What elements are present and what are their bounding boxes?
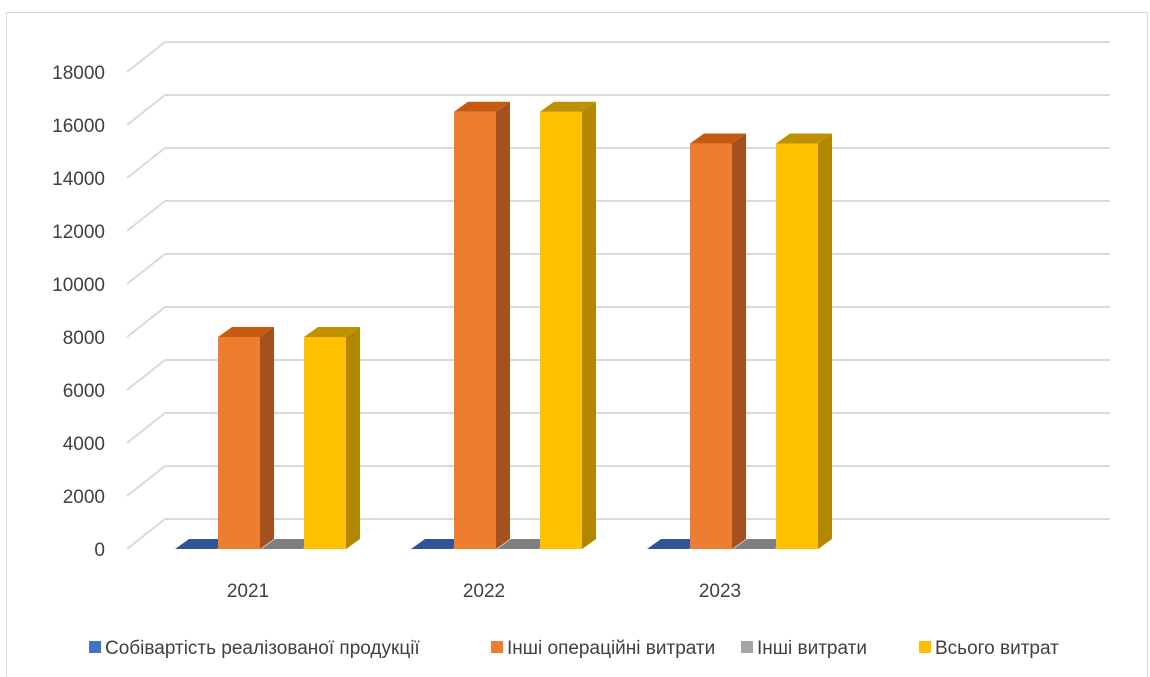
- bar: [776, 133, 832, 550]
- bar: [454, 101, 510, 549]
- y-tick-label: 0: [94, 540, 105, 561]
- bar-front: [776, 143, 818, 550]
- bar-front: [690, 143, 732, 550]
- gridline-side: [126, 306, 166, 338]
- bar: [261, 539, 317, 549]
- gridline-side: [126, 518, 166, 550]
- y-tick-label: 4000: [63, 434, 105, 455]
- legend-swatch: [89, 641, 101, 653]
- bar-top: [733, 539, 789, 549]
- bar-top: [218, 327, 274, 337]
- legend-item: Собівартість реалізованої продукції: [89, 638, 420, 659]
- bar-front: [540, 111, 582, 549]
- y-tick-label: 6000: [63, 381, 105, 402]
- legend-item: Інші витрати: [741, 638, 867, 659]
- bar-top: [540, 101, 596, 112]
- gridline-side: [126, 41, 166, 73]
- legend-swatch: [491, 641, 503, 653]
- bar-side: [818, 133, 832, 550]
- bar-side: [732, 133, 746, 550]
- legend: Собівартість реалізованої продукції Інші …: [89, 638, 1059, 659]
- gridline-side: [126, 200, 166, 232]
- y-axis-ticks: 0 2000 4000 6000 8000 10000 12000 14000 16000 180…: [52, 63, 105, 561]
- bar: [647, 539, 703, 549]
- bar-top: [175, 539, 231, 549]
- bar-front: [454, 111, 496, 549]
- x-tick-label: 2023: [699, 581, 741, 602]
- y-tick-label: 16000: [52, 116, 105, 137]
- gridline-side: [126, 253, 166, 285]
- bar-side: [496, 101, 510, 549]
- bar-top: [411, 539, 467, 549]
- bar: [304, 327, 360, 549]
- legend-label: Інші операційні витрати: [507, 638, 715, 659]
- bar-front: [218, 337, 260, 549]
- legend-label: Всього витрат: [935, 638, 1059, 659]
- y-tick-label: 10000: [52, 275, 105, 296]
- bar-top: [776, 133, 832, 144]
- bar-top: [454, 101, 510, 112]
- bar-top: [647, 539, 703, 549]
- gridlines: [126, 41, 1110, 550]
- bar-top: [261, 539, 317, 549]
- x-axis-ticks: 2021 2022 2023: [227, 581, 741, 602]
- bar: [411, 539, 467, 549]
- bar: [497, 539, 553, 549]
- bar-top: [690, 133, 746, 144]
- gridline-side: [126, 412, 166, 444]
- y-tick-label: 2000: [63, 487, 105, 508]
- bar-top: [304, 327, 360, 337]
- bar-front: [304, 337, 346, 549]
- bar-top: [497, 539, 553, 549]
- chart-frame: [6, 12, 1148, 677]
- y-tick-label: 14000: [52, 169, 105, 190]
- gridline-side: [126, 147, 166, 179]
- legend-item: Всього витрат: [919, 638, 1059, 659]
- y-tick-label: 8000: [63, 328, 105, 349]
- x-tick-label: 2021: [227, 581, 269, 602]
- x-tick-label: 2022: [463, 581, 505, 602]
- gridline-side: [126, 465, 166, 497]
- bar: [175, 539, 231, 549]
- bar-side: [582, 101, 596, 549]
- legend-swatch: [741, 641, 753, 653]
- bar: [540, 101, 596, 549]
- legend-swatch: [919, 641, 931, 653]
- bar: [690, 133, 746, 550]
- y-tick-label: 18000: [52, 63, 105, 84]
- gridline-side: [126, 94, 166, 126]
- legend-label: Інші витрати: [757, 638, 867, 659]
- bar: [733, 539, 789, 549]
- bar-side: [346, 327, 360, 549]
- bar: [218, 327, 274, 549]
- legend-label: Собівартість реалізованої продукції: [105, 638, 420, 659]
- legend-item: Інші операційні витрати: [491, 638, 715, 659]
- y-tick-label: 12000: [52, 222, 105, 243]
- bar-side: [260, 327, 274, 549]
- bars: [175, 101, 832, 550]
- gridline-side: [126, 359, 166, 391]
